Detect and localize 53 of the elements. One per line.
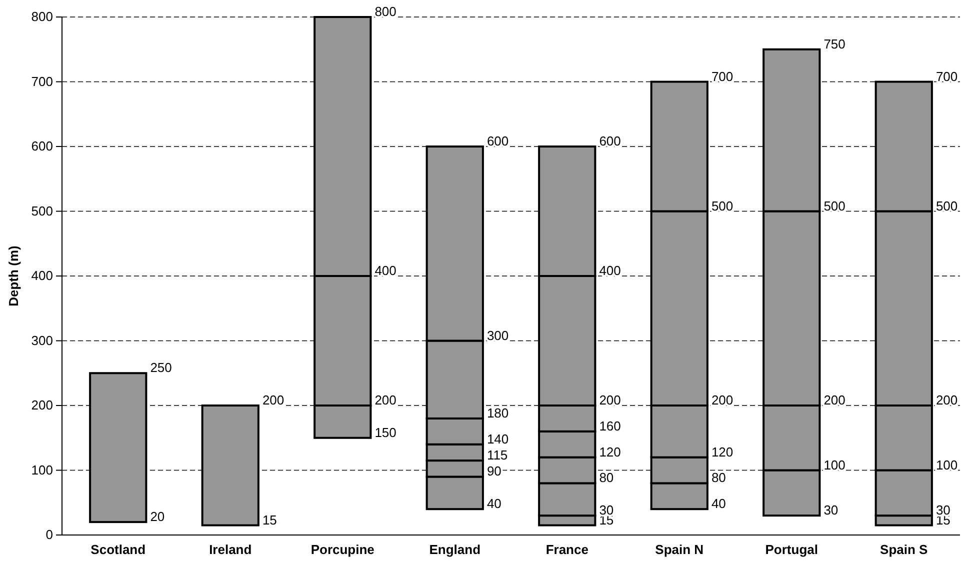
y-tick-label: 0 [46,527,53,542]
annotation: 800 [374,4,396,19]
annotation: 400 [374,263,396,278]
y-tick-label: 100 [31,462,53,478]
x-tick-label: France [546,542,588,558]
y-tick-label: 700 [31,74,53,89]
annotation: 100 [936,457,958,472]
annotation: 700 [711,68,734,84]
annotation: 200 [711,392,734,408]
y-tick-label: 500 [31,203,53,218]
annotation: 700 [936,68,958,84]
annotation: 100 [824,457,846,472]
annotation: 250 [150,360,172,376]
annotation: 140 [486,431,509,446]
x-tick-label: Portugal [765,542,818,558]
annotation: 115 [486,448,508,463]
x-tick-label: Porcupine [310,542,374,558]
annotation: 200 [936,392,958,408]
annotation: 750 [824,36,846,52]
annotation: 40 [486,496,502,512]
annotation: 20 [150,509,165,524]
annotation: 30 [824,502,838,518]
annotation: 80 [711,470,726,486]
annotation: 400 [599,263,621,278]
annotation: 500 [711,198,734,214]
y-tick-label: 800 [31,9,53,24]
annotation: 600 [486,134,509,148]
y-tick-label: 400 [31,268,53,284]
annotation: 500 [824,198,846,214]
y-tick-label: 600 [31,138,53,154]
y-tick-label: 300 [31,332,53,348]
x-tick-label: Spain S [880,542,928,558]
x-tick-label: Ireland [209,542,252,558]
annotation: 600 [599,134,621,148]
x-tick-label: Spain N [655,542,704,558]
annotation: 200 [374,392,396,408]
annotation: 300 [486,328,509,343]
annotation: 160 [599,418,621,434]
annotation: 150 [374,424,396,440]
annotation: 200 [599,392,621,408]
annotation: 15 [262,512,277,528]
annotation: 200 [824,392,846,408]
annotation: 500 [936,198,958,214]
annotation: 40 [711,496,726,512]
annotation: 80 [599,470,614,486]
annotation: 180 [486,405,509,420]
annotation: 120 [711,444,734,460]
y-axis-title: Depth (m) [6,246,21,306]
x-tick-label: England [429,542,481,558]
annotation: 120 [599,444,621,460]
x-tick-label: Scotland [90,542,146,558]
y-tick-label: 200 [31,398,53,413]
annotation: 200 [262,392,284,408]
